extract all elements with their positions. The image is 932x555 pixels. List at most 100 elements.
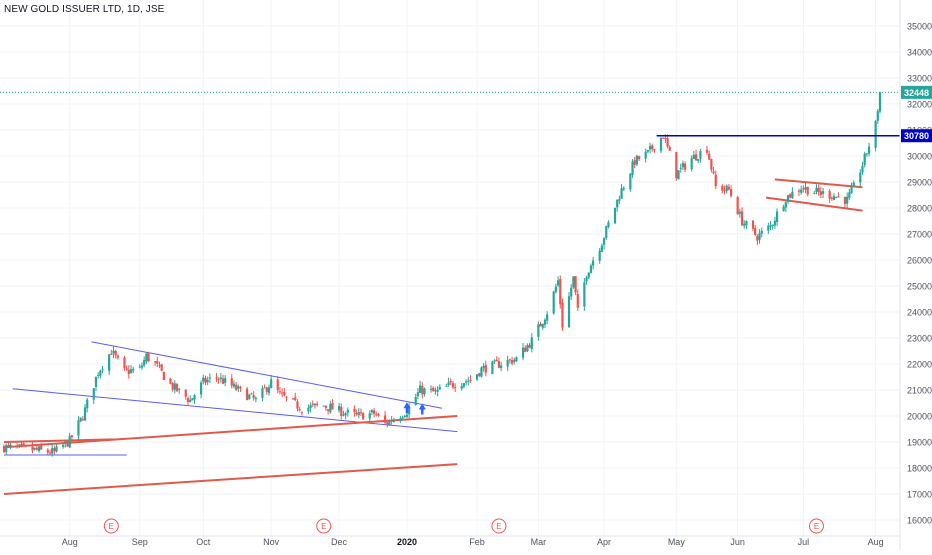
trendline-flag-upper: [774, 178, 863, 189]
candle-body: [482, 365, 485, 369]
candle-body: [267, 387, 271, 393]
candle-body: [598, 250, 601, 261]
candle-body: [245, 388, 249, 401]
candle-body: [835, 196, 838, 198]
candle-body: [815, 187, 818, 192]
earnings-marker-label: E: [814, 522, 819, 531]
candle-body: [528, 344, 531, 348]
time-tick-label: Jun: [730, 537, 745, 547]
candle-body: [66, 441, 69, 447]
price-tick-label: 24000: [907, 308, 932, 318]
grid: [0, 0, 900, 536]
trendlines: [3, 178, 863, 495]
candle-body: [132, 368, 135, 371]
earnings-marker-icon[interactable]: [491, 518, 507, 534]
candle-body: [112, 350, 115, 354]
earnings-marker-label: E: [109, 522, 114, 531]
candle-body: [83, 407, 87, 421]
candle-body: [513, 359, 516, 362]
candle-body: [261, 388, 264, 398]
candle-body: [33, 447, 36, 450]
candle-body: [252, 394, 255, 398]
candle-body: [867, 146, 871, 154]
candle-body: [127, 369, 130, 375]
candle-body: [743, 223, 746, 226]
candle-body: [373, 410, 376, 414]
candle-body: [756, 236, 759, 241]
candle-body: [276, 379, 279, 391]
candle-body: [342, 414, 345, 416]
candle-body: [543, 319, 547, 325]
candle-body: [570, 287, 573, 297]
candle-body: [800, 189, 803, 193]
candle-body: [158, 365, 161, 367]
earnings-marker-icon[interactable]: [808, 518, 824, 534]
candle-body: [806, 186, 809, 195]
candle-body: [592, 260, 595, 266]
candle-body: [484, 364, 487, 373]
trendline-trend-mid: [3, 415, 458, 449]
price-tick-label: 28000: [907, 204, 932, 214]
candle-body: [40, 445, 43, 450]
arrow-up-icon: [418, 403, 426, 415]
candle-body: [460, 386, 463, 389]
price-tick-label: 30000: [907, 152, 932, 162]
last-price-tag: [901, 85, 932, 99]
earnings-marker-icon[interactable]: [103, 518, 119, 534]
candle-body: [773, 220, 776, 226]
price-tick-label: 34000: [907, 48, 932, 58]
candle-body: [392, 419, 395, 423]
time-tick-label: May: [668, 537, 686, 547]
candle-body: [653, 148, 656, 151]
candle-body: [683, 163, 687, 170]
candle-body: [846, 196, 849, 204]
candle-body: [469, 379, 472, 381]
candle-body: [200, 382, 203, 395]
candle-body: [278, 391, 282, 393]
candle-body: [602, 238, 606, 245]
candle-body: [861, 165, 864, 173]
candle-body: [697, 158, 700, 162]
candle-body: [447, 382, 450, 386]
candle-body: [771, 225, 774, 227]
candle-body: [464, 381, 468, 383]
candle-body: [589, 265, 593, 274]
candle-body: [524, 347, 527, 353]
candle-body: [388, 420, 391, 426]
candle-body: [554, 286, 557, 292]
candle-body: [16, 446, 19, 448]
candle-body: [451, 383, 455, 388]
candle-body: [850, 186, 853, 194]
candle-body: [651, 145, 654, 150]
trendline-channel-lower: [12, 388, 458, 433]
price-tick-label: 32000: [907, 100, 932, 110]
candle-body: [114, 350, 117, 356]
candle-body: [270, 379, 273, 389]
candle-body: [344, 413, 347, 416]
candle-body: [530, 337, 533, 349]
candle-body: [79, 417, 82, 422]
candle-body: [55, 446, 58, 452]
candle-body: [552, 291, 555, 314]
candle-body: [221, 378, 225, 384]
candle-body: [664, 138, 667, 140]
candle-body: [18, 444, 21, 446]
candle-body: [184, 389, 187, 397]
candle-body: [852, 182, 855, 187]
candle-body: [727, 186, 730, 190]
candle-body: [449, 380, 452, 383]
candle-body: [767, 225, 770, 231]
earnings-marker-icon[interactable]: [316, 518, 332, 534]
time-tick-label: Dec: [331, 537, 348, 547]
candle-body: [638, 156, 641, 160]
candle-body: [837, 196, 840, 198]
candle-body: [758, 233, 761, 240]
candle-body: [521, 347, 525, 358]
candle-body: [143, 359, 146, 366]
candle-body: [22, 443, 25, 445]
candle-body: [432, 387, 435, 392]
candle-body: [377, 414, 380, 416]
price-tick-label: 29000: [907, 178, 932, 188]
